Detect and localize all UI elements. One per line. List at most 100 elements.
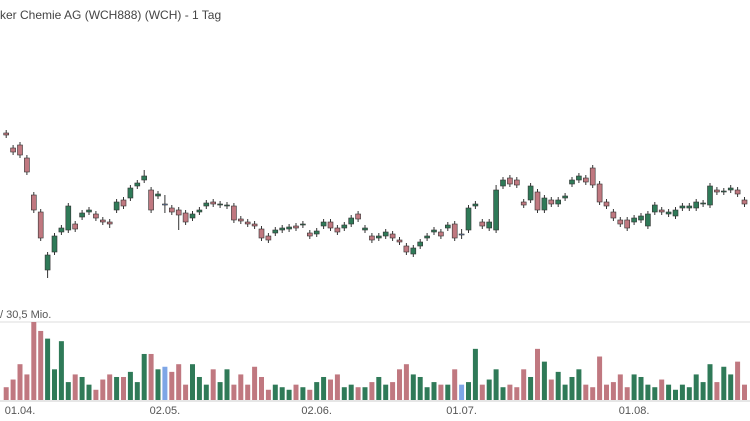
- volume-bar: [707, 364, 713, 400]
- volume-bar: [486, 379, 492, 400]
- candle-body: [86, 209, 92, 213]
- candle-body: [210, 201, 216, 205]
- candle-body: [631, 217, 637, 223]
- candle-body: [58, 227, 65, 233]
- volume-bar: [624, 387, 630, 400]
- volume-bar: [210, 369, 216, 400]
- candle-body: [458, 233, 465, 236]
- volume-bar: [10, 379, 16, 400]
- volume-bar: [300, 387, 306, 400]
- volume-bar: [459, 384, 465, 400]
- volume-bar: [52, 369, 57, 400]
- volume-bar: [493, 369, 499, 400]
- candle-body: [279, 227, 286, 231]
- volume-bar: [431, 382, 437, 400]
- candle-body: [548, 199, 555, 205]
- volume-bar: [245, 384, 251, 400]
- candle-body: [403, 245, 410, 253]
- candle-body: [444, 224, 451, 229]
- volume-bar: [590, 387, 596, 400]
- candle-body: [486, 221, 493, 229]
- x-tick-label: 02.06.: [301, 405, 332, 417]
- volume-bar: [3, 387, 9, 400]
- volume-bar: [31, 322, 37, 400]
- candle-body: [155, 193, 161, 197]
- volume-bar: [610, 382, 616, 400]
- candle-body: [238, 218, 244, 222]
- volume-bar: [597, 356, 603, 400]
- volume-bar: [666, 384, 672, 400]
- volume-bar: [107, 374, 113, 400]
- candle-body: [638, 215, 644, 221]
- x-tick-label: 01.07.: [446, 405, 477, 417]
- volume-bar: [735, 361, 741, 400]
- volume-bar: [362, 387, 368, 400]
- candle-body: [224, 204, 230, 207]
- volume-bar: [541, 361, 547, 400]
- candle-body: [196, 209, 203, 213]
- volume-bar: [224, 369, 230, 400]
- candle-body: [355, 213, 361, 220]
- candle-body: [244, 221, 251, 225]
- volume-bar: [479, 384, 485, 400]
- volume-bar: [307, 389, 313, 400]
- candle-body: [300, 223, 306, 226]
- volume-bar: [265, 389, 271, 400]
- volume-bar: [314, 382, 320, 400]
- candle-body: [189, 213, 196, 219]
- volume-bar: [617, 374, 623, 400]
- candle-body: [265, 235, 272, 241]
- volume-bar: [93, 389, 99, 400]
- candle-body: [258, 228, 265, 239]
- volume-bar: [714, 382, 720, 400]
- volume-bar: [100, 379, 106, 400]
- candle-body: [576, 175, 582, 181]
- volume-bar: [176, 364, 182, 400]
- volume-bar: [24, 374, 30, 400]
- volume-bar: [334, 374, 340, 400]
- candle-body: [727, 187, 734, 191]
- volume-bar: [217, 382, 223, 400]
- candle-body: [527, 185, 534, 201]
- volume-bar: [328, 379, 333, 400]
- volume-bar: [72, 374, 78, 400]
- volume-bar: [134, 382, 140, 400]
- volume-label: / 30,5 Mio.: [0, 309, 51, 321]
- candle-body: [472, 203, 479, 207]
- volume-bar: [183, 384, 189, 400]
- candle-body: [555, 199, 562, 205]
- candle-body: [610, 211, 617, 219]
- volume-bar: [521, 369, 527, 400]
- volume-bar: [259, 376, 264, 400]
- candle-body: [320, 221, 327, 227]
- volume-bar: [438, 384, 444, 400]
- volume-bar: [376, 376, 382, 400]
- volume-bar: [286, 389, 292, 400]
- volume-bar: [555, 371, 561, 400]
- candle-body: [148, 189, 154, 211]
- candle-body: [507, 177, 513, 185]
- candle-body: [562, 195, 568, 199]
- volume-bar: [445, 384, 451, 400]
- volume-bar: [321, 376, 327, 400]
- volume-bar: [162, 366, 168, 400]
- volume-bar: [507, 384, 513, 400]
- volume-bar: [514, 387, 520, 400]
- candle-body: [493, 189, 499, 231]
- volume-bar: [679, 384, 685, 400]
- candle-body: [658, 209, 665, 213]
- volume-bar: [86, 384, 92, 400]
- candle-body: [720, 190, 727, 193]
- candle-body: [286, 226, 292, 230]
- chart-title: ker Chemie AG (WCH888) (WCH) - 1 Tag: [0, 8, 221, 22]
- candle-body: [313, 230, 320, 235]
- volume-bar: [355, 387, 361, 400]
- candle-body: [24, 157, 30, 173]
- candle-body: [251, 223, 258, 227]
- volume-bar: [424, 387, 430, 400]
- volume-bar: [155, 369, 161, 400]
- candle-body: [169, 207, 175, 213]
- volume-bar: [472, 348, 478, 400]
- x-tick-label: 02.05.: [150, 405, 181, 417]
- candle-body: [306, 232, 313, 237]
